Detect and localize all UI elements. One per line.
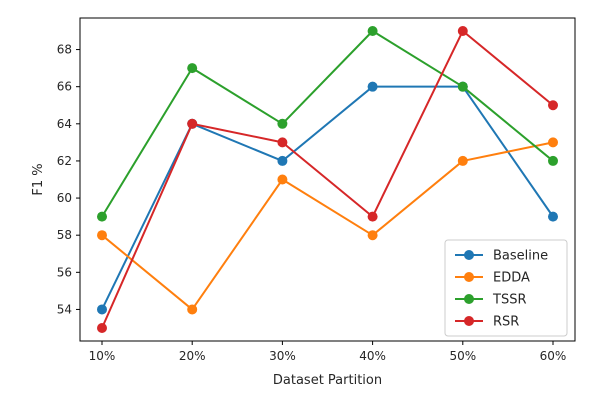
data-point-tssr [277,118,288,129]
axis-layer: 10% 20% 30% 40% 50% 60% 54 56 58 60 62 64 66 68 [57,43,567,363]
data-point-baseline [367,81,378,92]
x-tick-label: 60% [540,349,567,363]
data-point-edda [277,174,288,185]
data-point-tssr [97,211,107,222]
x-tick-label: 50% [449,349,476,363]
data-point-baseline [277,155,288,166]
data-point-rsr [367,211,378,222]
x-tick-label: 20% [179,349,206,363]
y-tick-label: 68 [57,43,72,57]
legend-marker [464,272,474,282]
legend: Baseline EDDA TSSR RSR [444,239,568,337]
y-tick-label: 62 [57,154,72,168]
x-tick-label: 10% [89,349,116,363]
data-point-rsr [457,25,468,36]
y-tick-label: 54 [57,302,72,316]
legend-marker [464,294,474,304]
legend-item: RSR [455,315,519,330]
series-line-edda [101,141,554,311]
data-point-tssr [367,25,378,36]
data-point-tssr [187,63,198,74]
legend-label: TSSR [492,293,526,308]
x-tick-label: 30% [269,349,296,363]
y-tick-label: 58 [57,228,72,242]
legend-label: EDDA [493,271,530,286]
y-tick-label: 66 [57,80,72,94]
data-point-rsr [97,323,107,334]
series-tssr [97,25,558,222]
plot-frame [79,17,576,342]
legend-marker [464,316,474,326]
legend-box [444,239,568,337]
data-point-rsr [277,137,288,148]
y-tick-label: 56 [57,265,72,279]
series-line-baseline [101,85,554,310]
data-point-baseline [97,304,107,315]
data-point-tssr [548,155,558,166]
y-axis-label: F1 % [31,163,46,195]
legend-item: Baseline [455,249,548,264]
data-point-baseline [548,211,558,222]
legend-marker [464,250,474,260]
legend-item: EDDA [455,271,530,286]
data-point-edda [97,230,107,241]
data-point-edda [187,304,198,315]
data-point-edda [367,230,378,241]
x-tick-label: 40% [359,349,386,363]
series-edda [97,137,558,315]
y-tick-label: 64 [57,117,72,131]
legend-item: TSSR [455,293,526,308]
y-tick-label: 60 [57,191,72,205]
series-line-tssr [101,29,554,218]
data-point-tssr [457,81,468,92]
series-rsr [97,25,558,334]
x-axis-label: Dataset Partition [273,373,382,388]
data-point-rsr [548,100,558,111]
data-point-edda [457,155,468,166]
data-point-edda [548,137,558,148]
series-line-rsr [101,29,554,329]
series-layer [97,25,558,334]
legend-label: RSR [493,315,519,330]
data-point-rsr [187,118,198,129]
legend-label: Baseline [493,249,548,264]
